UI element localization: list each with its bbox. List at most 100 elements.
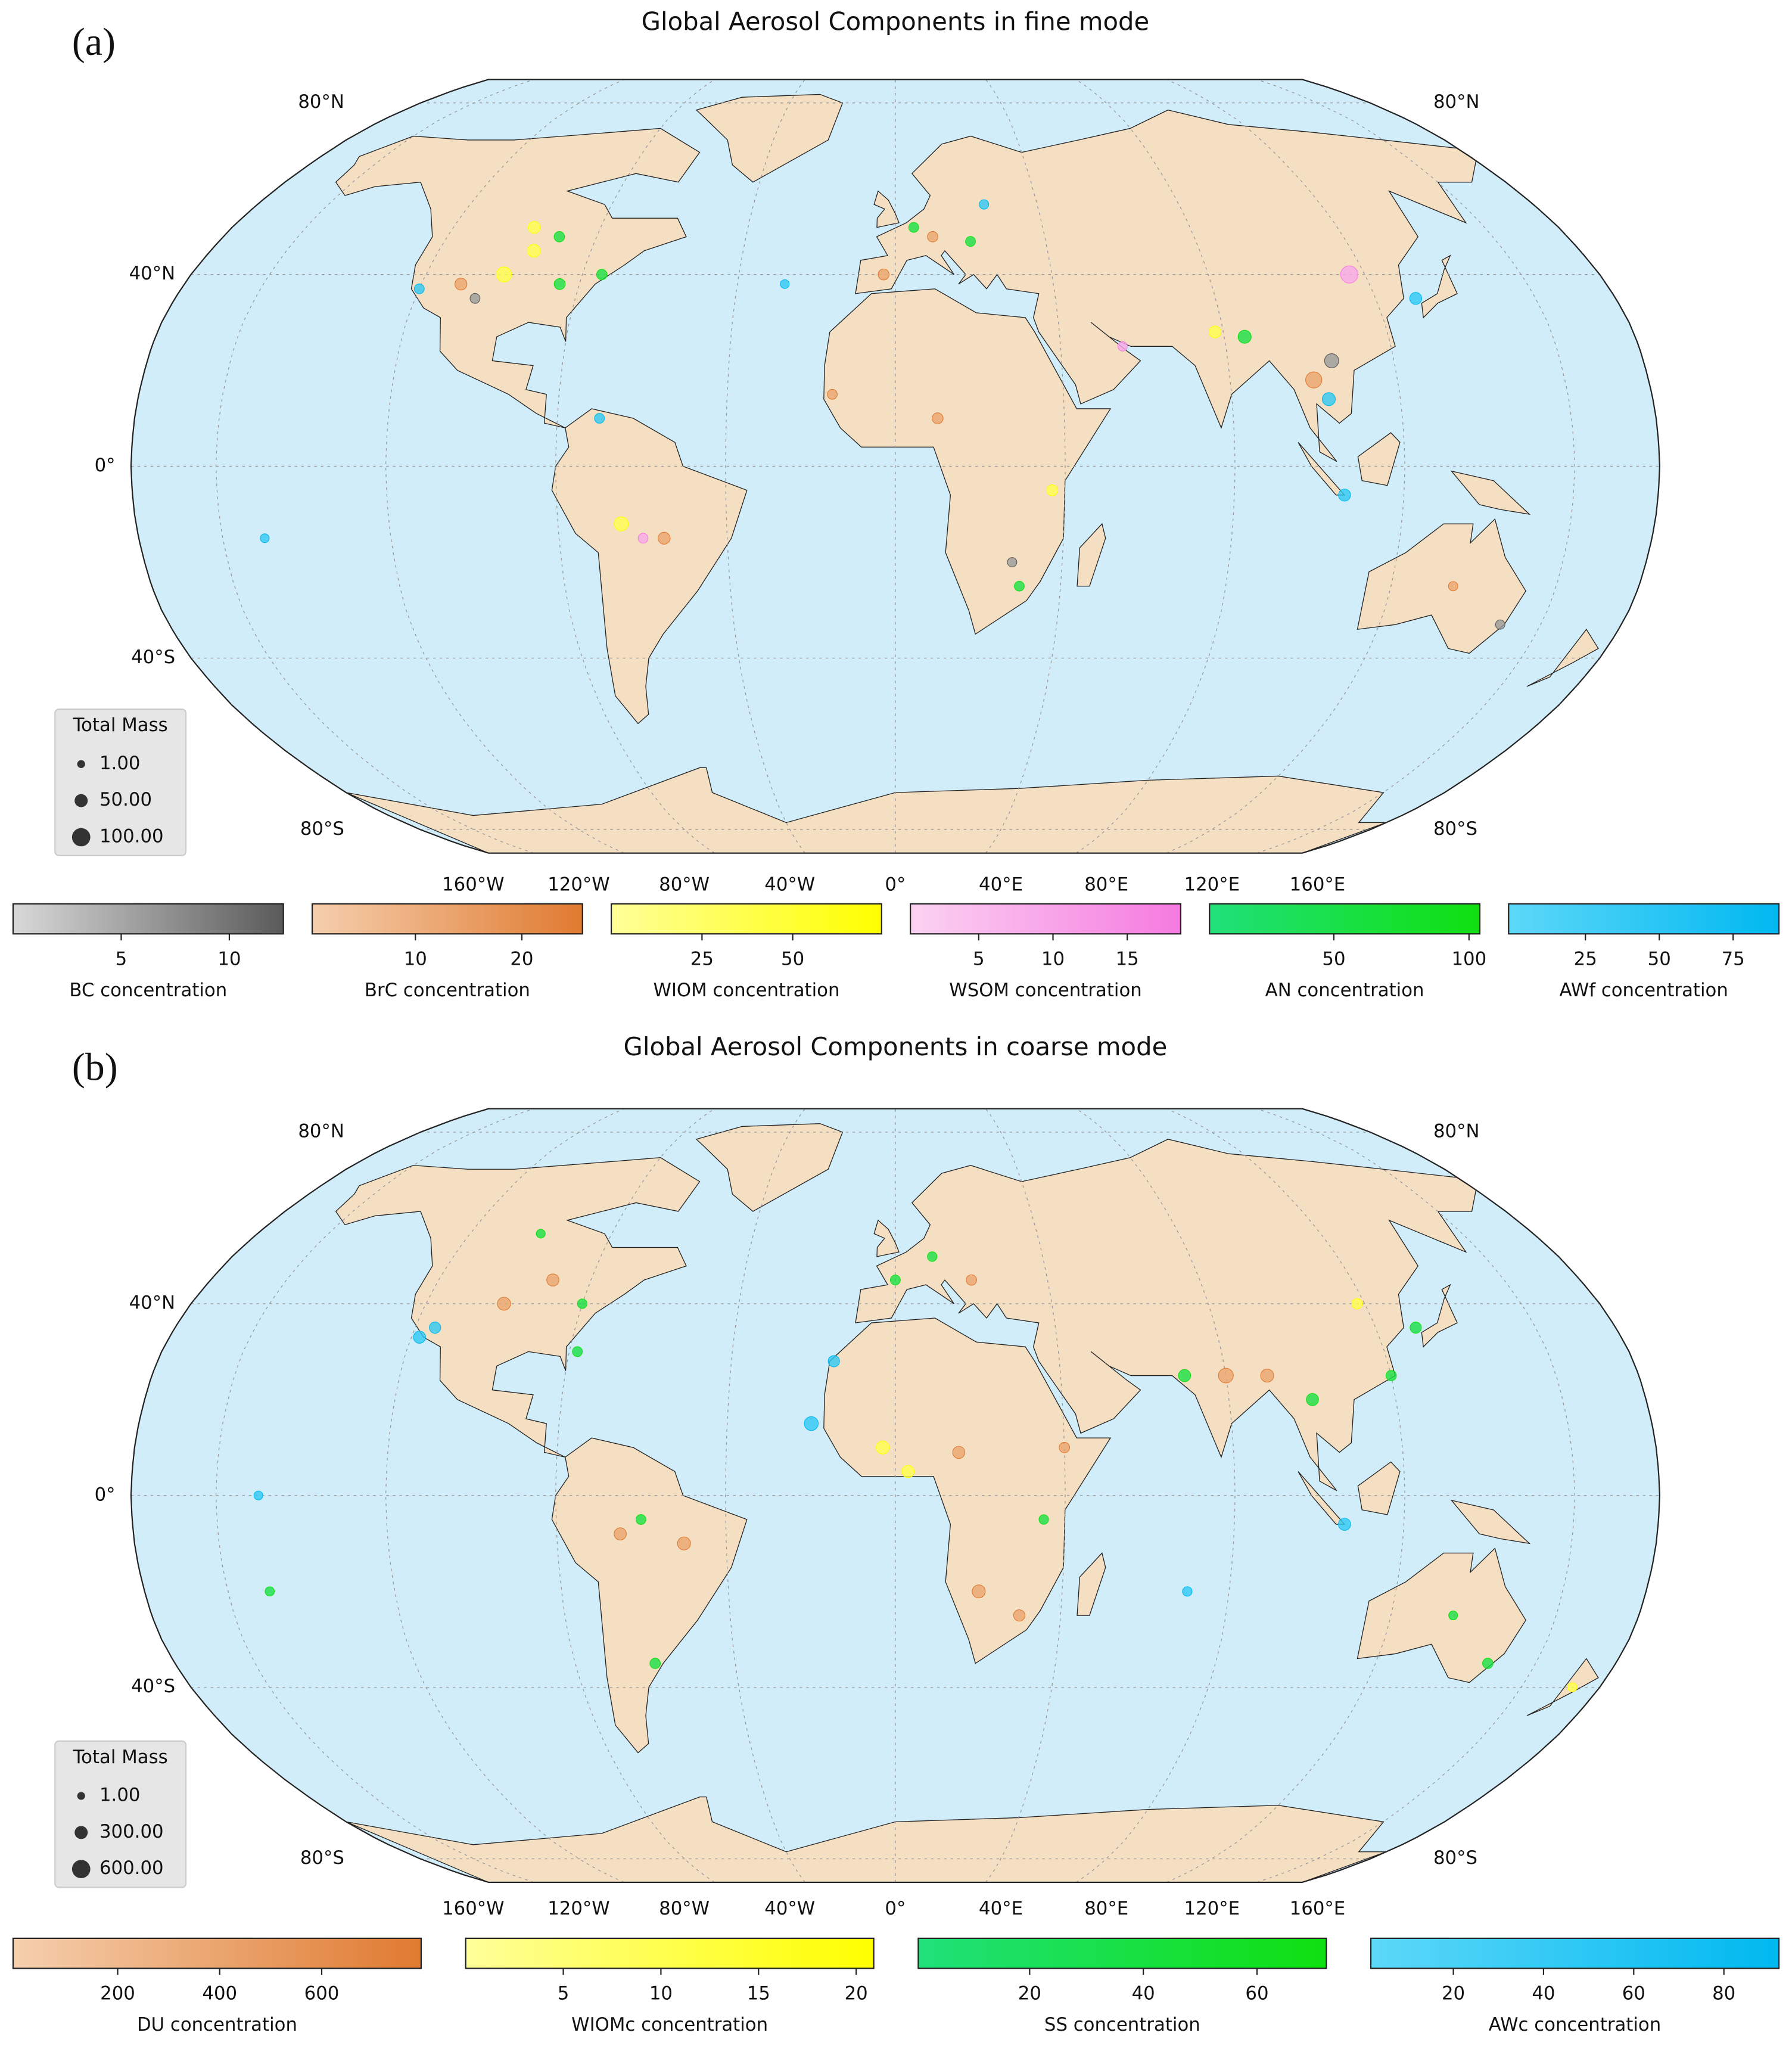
colorbar-tick-label: 5 [973, 949, 985, 970]
legend-marker [77, 760, 85, 768]
colorbar-label: BrC concentration [365, 980, 530, 1001]
legend-marker [71, 1860, 91, 1879]
land [1526, 629, 1599, 687]
legend: Total Mass 1.00 50.00 100.00 [54, 708, 187, 856]
lat-label: 40°N [129, 263, 176, 284]
site-point [1324, 353, 1339, 368]
colorbar [1209, 903, 1481, 935]
lat-label: 40°S [131, 1676, 175, 1697]
site-point [1351, 1298, 1363, 1310]
land [1298, 442, 1346, 496]
land [1421, 254, 1458, 319]
map-layer [130, 79, 1660, 853]
colorbar-tick-label: 40 [1532, 1983, 1555, 2005]
land [1450, 470, 1531, 515]
colorbar-tick-label: 50 [781, 949, 804, 970]
lon-label: 40°W [764, 1898, 815, 1919]
colorbar [910, 903, 1181, 935]
legend-box [54, 1740, 187, 1888]
colorbar-tick-label: 15 [1116, 949, 1139, 970]
site-point [1046, 484, 1059, 496]
lat-label: 80°S [1433, 818, 1477, 840]
panel: (b) Global Aerosol Components in coarse m… [12, 1032, 1780, 2035]
site-point [594, 413, 605, 424]
site-point [614, 1527, 627, 1540]
site-point [1567, 1682, 1578, 1692]
site-point [528, 220, 541, 234]
lon-label: 40°E [979, 874, 1023, 896]
lat-label: 80°N [298, 91, 344, 113]
site-point [972, 1584, 986, 1599]
legend-marker [74, 794, 88, 807]
legend-title: Total Mass [73, 714, 168, 736]
lat-label: 80°S [300, 1847, 344, 1869]
site-point [658, 532, 671, 545]
colorbar-tick-label: 50 [1322, 949, 1345, 970]
meridian [555, 79, 715, 853]
site-point [932, 412, 944, 424]
site-point [901, 1465, 915, 1478]
site-point [927, 231, 938, 243]
land [873, 190, 900, 228]
site-point [965, 236, 976, 247]
land [335, 128, 701, 428]
colorbar-tick-label: 200 [100, 1983, 135, 2005]
map-layer [130, 1108, 1660, 1882]
lon-label: 120°E [1184, 1898, 1240, 1919]
panel-title: Global Aerosol Components in coarse mode [624, 1032, 1168, 1061]
site-point [876, 1440, 890, 1455]
panel-title: Global Aerosol Components in fine mode [642, 7, 1150, 36]
site-point [1014, 580, 1025, 592]
site-point [553, 231, 565, 243]
panel-label: (a) [72, 20, 116, 64]
colorbar-tick-label: 40 [1132, 1983, 1155, 2005]
land [1077, 1552, 1106, 1616]
land [551, 408, 748, 725]
site-point [577, 1298, 587, 1309]
colorbar-tick-label: 10 [217, 949, 241, 970]
colorbar-tick-label: 25 [1574, 949, 1597, 970]
site-point [1482, 1658, 1494, 1669]
map-border [130, 1108, 1660, 1884]
lat-label: 80°S [300, 818, 344, 840]
site-point [546, 1273, 559, 1286]
site-point [265, 1586, 275, 1597]
site-point [1013, 1609, 1026, 1622]
site-point [1385, 1370, 1397, 1381]
meridian [1075, 79, 1236, 853]
colorbar-label: WSOM concentration [949, 980, 1141, 1001]
colorbar-tick-label: 80 [1712, 1983, 1735, 2005]
site-point [1117, 341, 1128, 352]
colorbar-label: AWc concentration [1489, 2014, 1661, 2035]
site-point [1178, 1369, 1191, 1382]
land [1077, 523, 1106, 587]
site-point [1305, 371, 1323, 389]
map-border [130, 79, 1660, 854]
lat-label: 40°S [131, 647, 175, 668]
site-point [413, 1331, 427, 1344]
site-point [1218, 1368, 1234, 1384]
colorbar-tick-label: 100 [1451, 949, 1486, 970]
colorbar [1370, 1937, 1780, 1969]
colorbar-tick-label: 50 [1648, 949, 1671, 970]
colorbar-label: BC concentration [69, 980, 227, 1001]
site-point [637, 533, 649, 544]
colorbar [611, 903, 882, 935]
land [1526, 1658, 1599, 1716]
meridian [985, 79, 1066, 853]
site-point [649, 1658, 661, 1669]
lon-label: 0° [885, 1898, 906, 1919]
lon-label: 120°W [547, 874, 610, 896]
site-point [469, 293, 481, 304]
colorbar-tick-label: 15 [747, 1983, 770, 2005]
colorbar-label: AWf concentration [1559, 980, 1728, 1001]
colorbar-tick-label: 20 [1442, 1983, 1465, 2005]
land [1450, 1499, 1531, 1544]
colorbar-label: DU concentration [137, 2014, 297, 2035]
land [1357, 518, 1526, 654]
colorbar-tick-label: 10 [404, 949, 427, 970]
site-point [1321, 392, 1336, 406]
site-point [1338, 1518, 1351, 1531]
land [1298, 1471, 1346, 1525]
site-point [1409, 292, 1423, 305]
